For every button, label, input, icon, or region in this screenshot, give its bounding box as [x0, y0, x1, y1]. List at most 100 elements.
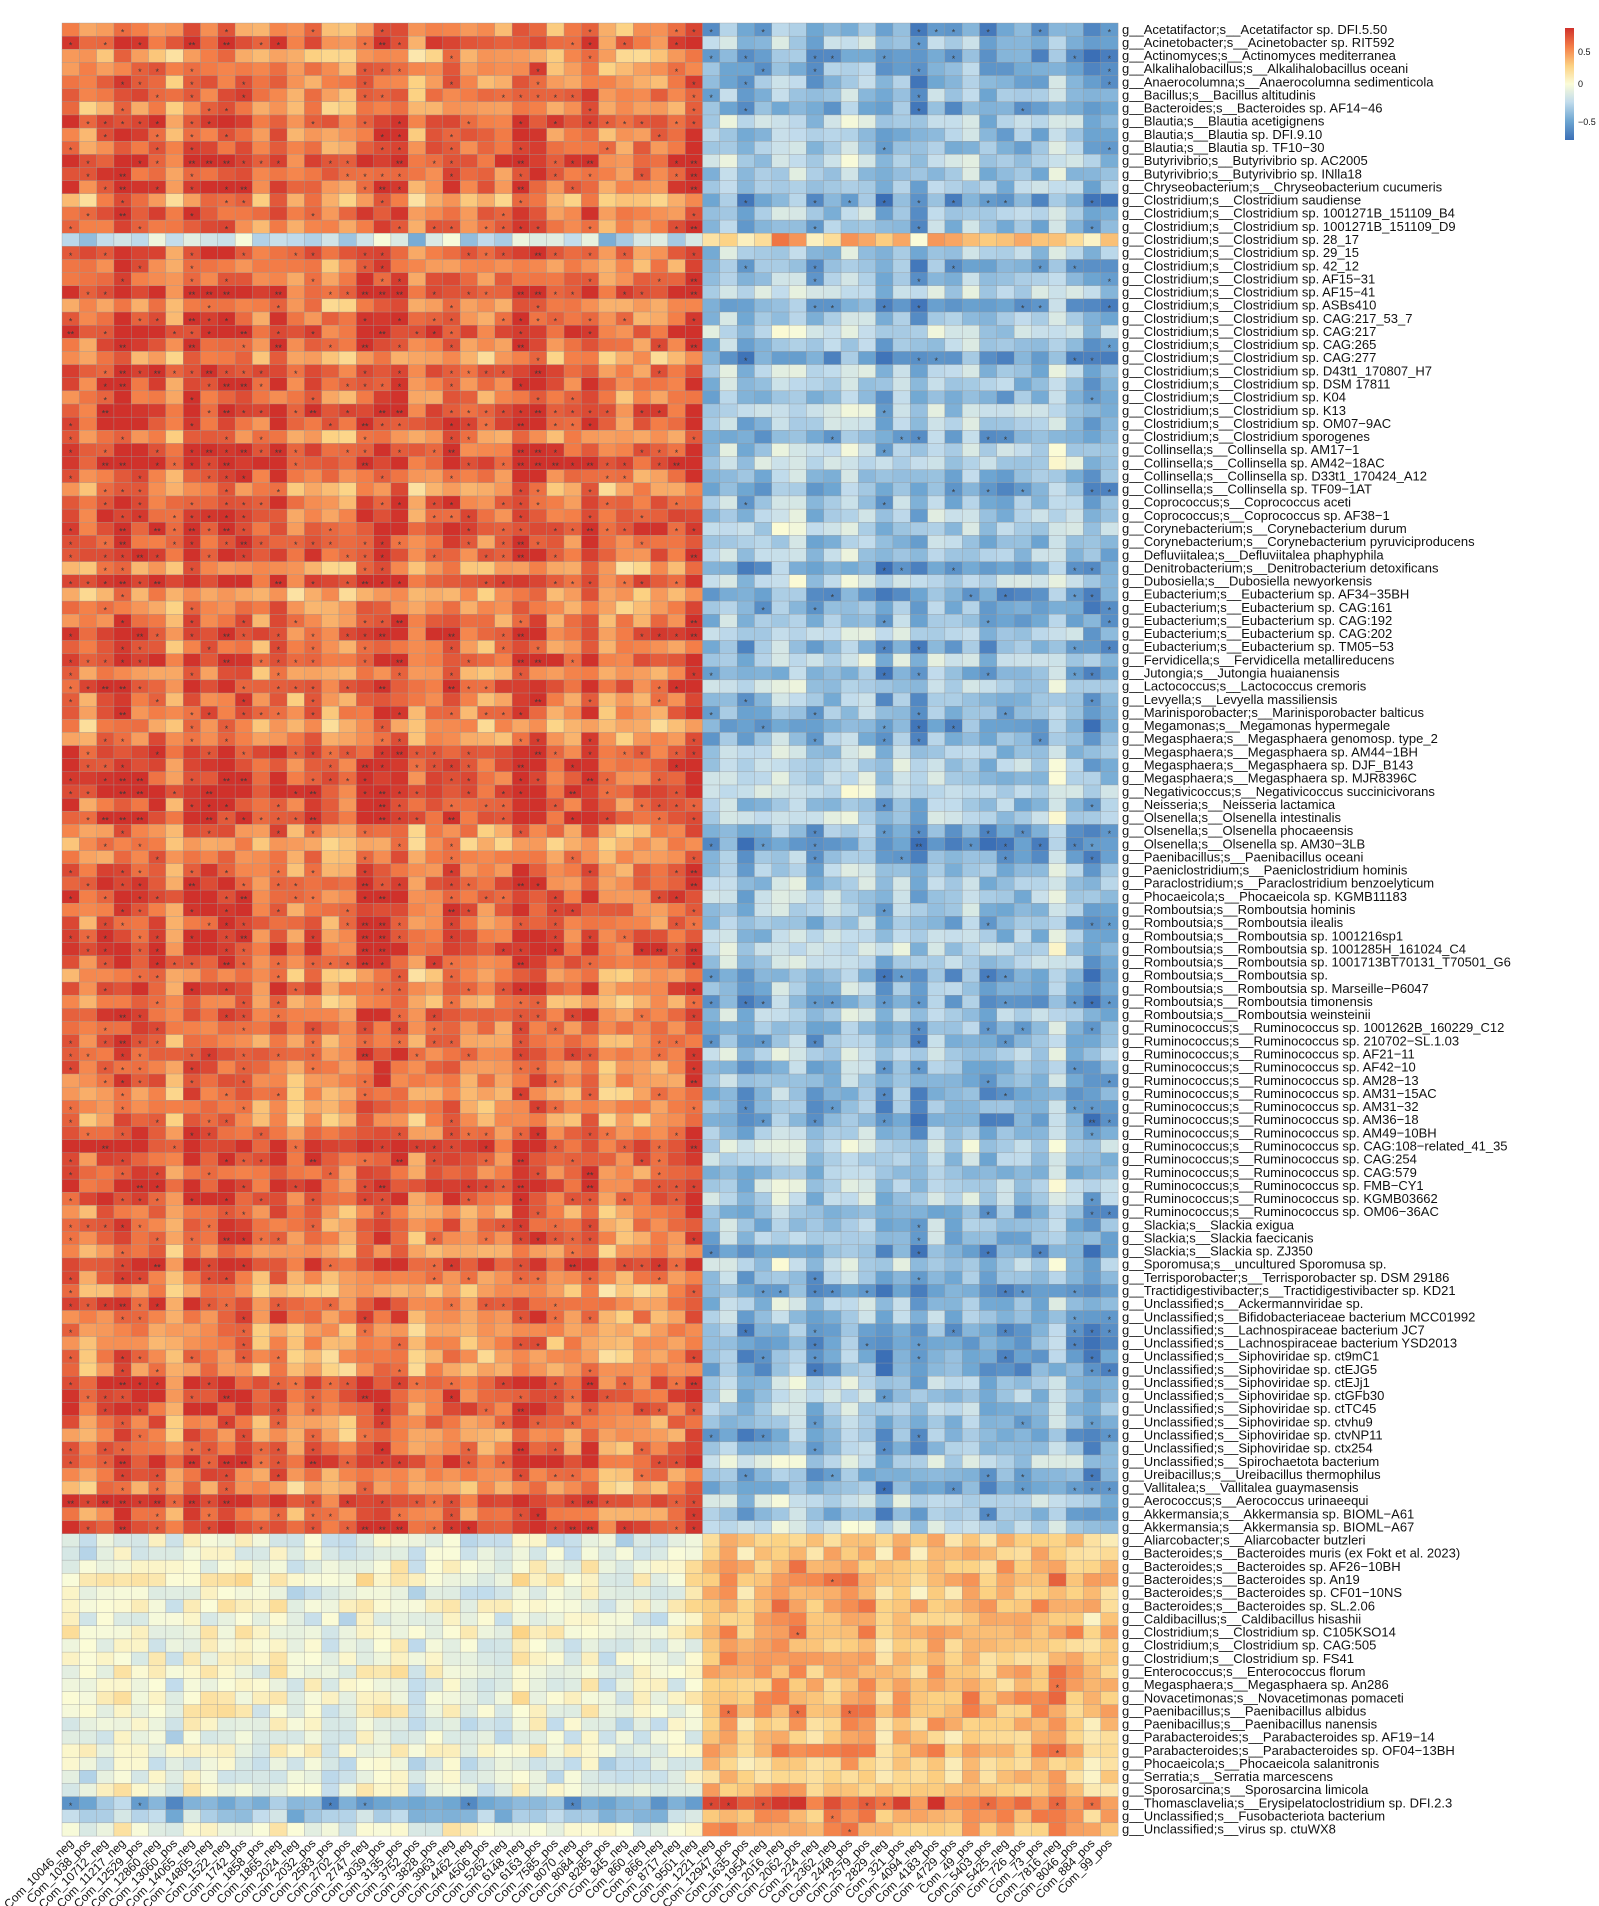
heatmap-cell [962, 298, 980, 313]
heatmap-cell [892, 167, 911, 181]
heatmap-cell [1083, 784, 1101, 799]
heatmap-cell [858, 22, 876, 37]
heatmap-cell [962, 272, 980, 287]
heatmap-cell [962, 692, 980, 707]
heatmap-cell [858, 219, 876, 234]
heatmap-cell [252, 600, 271, 615]
heatmap-cell [459, 193, 478, 208]
heatmap-cell [79, 955, 97, 970]
heatmap-cell [529, 49, 547, 63]
heatmap-cell [356, 193, 374, 208]
heatmap-cell [252, 732, 271, 746]
heatmap-cell [927, 745, 946, 759]
heatmap-cell [442, 482, 461, 497]
heatmap-cell [633, 430, 651, 444]
heatmap-cell [1100, 1021, 1119, 1035]
heatmap-cell [806, 456, 824, 470]
heatmap-cell [425, 1047, 444, 1062]
heatmap-cell [321, 219, 340, 234]
heatmap-cell [788, 929, 807, 943]
heatmap-cell [944, 797, 963, 812]
heatmap-cell [1031, 692, 1050, 707]
heatmap-cell [61, 811, 80, 825]
heatmap-cell [79, 548, 97, 562]
heatmap-cell [1100, 351, 1119, 365]
heatmap-cell [996, 535, 1015, 549]
heatmap-cell [840, 1073, 859, 1088]
heatmap-cell [581, 430, 599, 444]
heatmap-cell [96, 692, 115, 707]
heatmap-cell [321, 22, 340, 37]
heatmap-cell [771, 311, 790, 326]
heatmap-cell [234, 101, 253, 116]
heatmap-cell [373, 101, 392, 116]
heatmap-cell [459, 824, 478, 838]
heatmap-cell [806, 167, 824, 181]
heatmap-cell [79, 49, 97, 63]
heatmap-cell [702, 35, 721, 50]
heatmap-cell [719, 916, 738, 930]
heatmap-cell [806, 640, 824, 654]
heatmap-cell [459, 101, 478, 116]
heatmap-cell [615, 587, 634, 602]
heatmap-cell [633, 311, 651, 326]
heatmap-cell [840, 929, 859, 943]
heatmap-cell [459, 797, 478, 812]
heatmap-cell [927, 876, 946, 891]
heatmap-cell [667, 377, 686, 392]
heatmap-cell [944, 995, 963, 1009]
heatmap-cell [962, 167, 980, 181]
heatmap-cell [425, 666, 444, 681]
heatmap-cell [1048, 587, 1067, 602]
heatmap-cell [1031, 1047, 1050, 1062]
heatmap-cell [356, 995, 374, 1009]
heatmap-cell [736, 167, 755, 181]
heatmap-cell [304, 495, 322, 510]
heatmap-cell [113, 850, 132, 865]
heatmap-cell [252, 929, 271, 943]
heatmap-cell [1083, 758, 1101, 773]
heatmap-cell [944, 127, 963, 142]
heatmap-cell [79, 298, 97, 313]
heatmap-cell [771, 653, 790, 668]
heatmap-cell [1048, 180, 1067, 195]
heatmap-cell [719, 272, 738, 287]
heatmap-cell [615, 1073, 634, 1088]
heatmap-cell [148, 837, 167, 851]
heatmap-cell [1065, 324, 1084, 339]
heatmap-cell [633, 705, 651, 720]
heatmap-cell [1100, 876, 1119, 891]
heatmap-cell [1013, 390, 1032, 405]
heatmap-cell [425, 22, 444, 37]
heatmap-cell [754, 364, 773, 378]
heatmap-cell [321, 35, 340, 50]
heatmap-cell [823, 653, 842, 668]
heatmap-cell [338, 1047, 357, 1062]
heatmap-cell [736, 640, 755, 654]
heatmap-cell [96, 141, 115, 155]
heatmap-cell [477, 311, 496, 326]
heatmap-cell [771, 508, 790, 523]
heatmap-cell [788, 522, 807, 536]
heatmap-cell [425, 114, 444, 129]
heatmap-cell [442, 1008, 461, 1022]
heatmap-cell [581, 561, 599, 576]
heatmap-cell [252, 88, 271, 103]
heatmap-cell [234, 1086, 253, 1101]
heatmap-cell [217, 1047, 236, 1062]
heatmap-cell [858, 653, 876, 668]
heatmap-cell [234, 732, 253, 746]
heatmap-cell [840, 942, 859, 957]
heatmap-cell [788, 955, 807, 970]
heatmap-cell [321, 298, 340, 313]
heatmap-cell [494, 771, 513, 786]
heatmap-cell [615, 771, 634, 786]
heatmap-cell [1013, 272, 1032, 287]
heatmap-cell [148, 49, 167, 63]
heatmap-cell [442, 285, 461, 300]
heatmap-cell [633, 88, 651, 103]
heatmap-cell [979, 311, 998, 326]
heatmap-cell [408, 955, 426, 970]
heatmap-cell [511, 640, 530, 654]
heatmap-cell [356, 732, 374, 746]
